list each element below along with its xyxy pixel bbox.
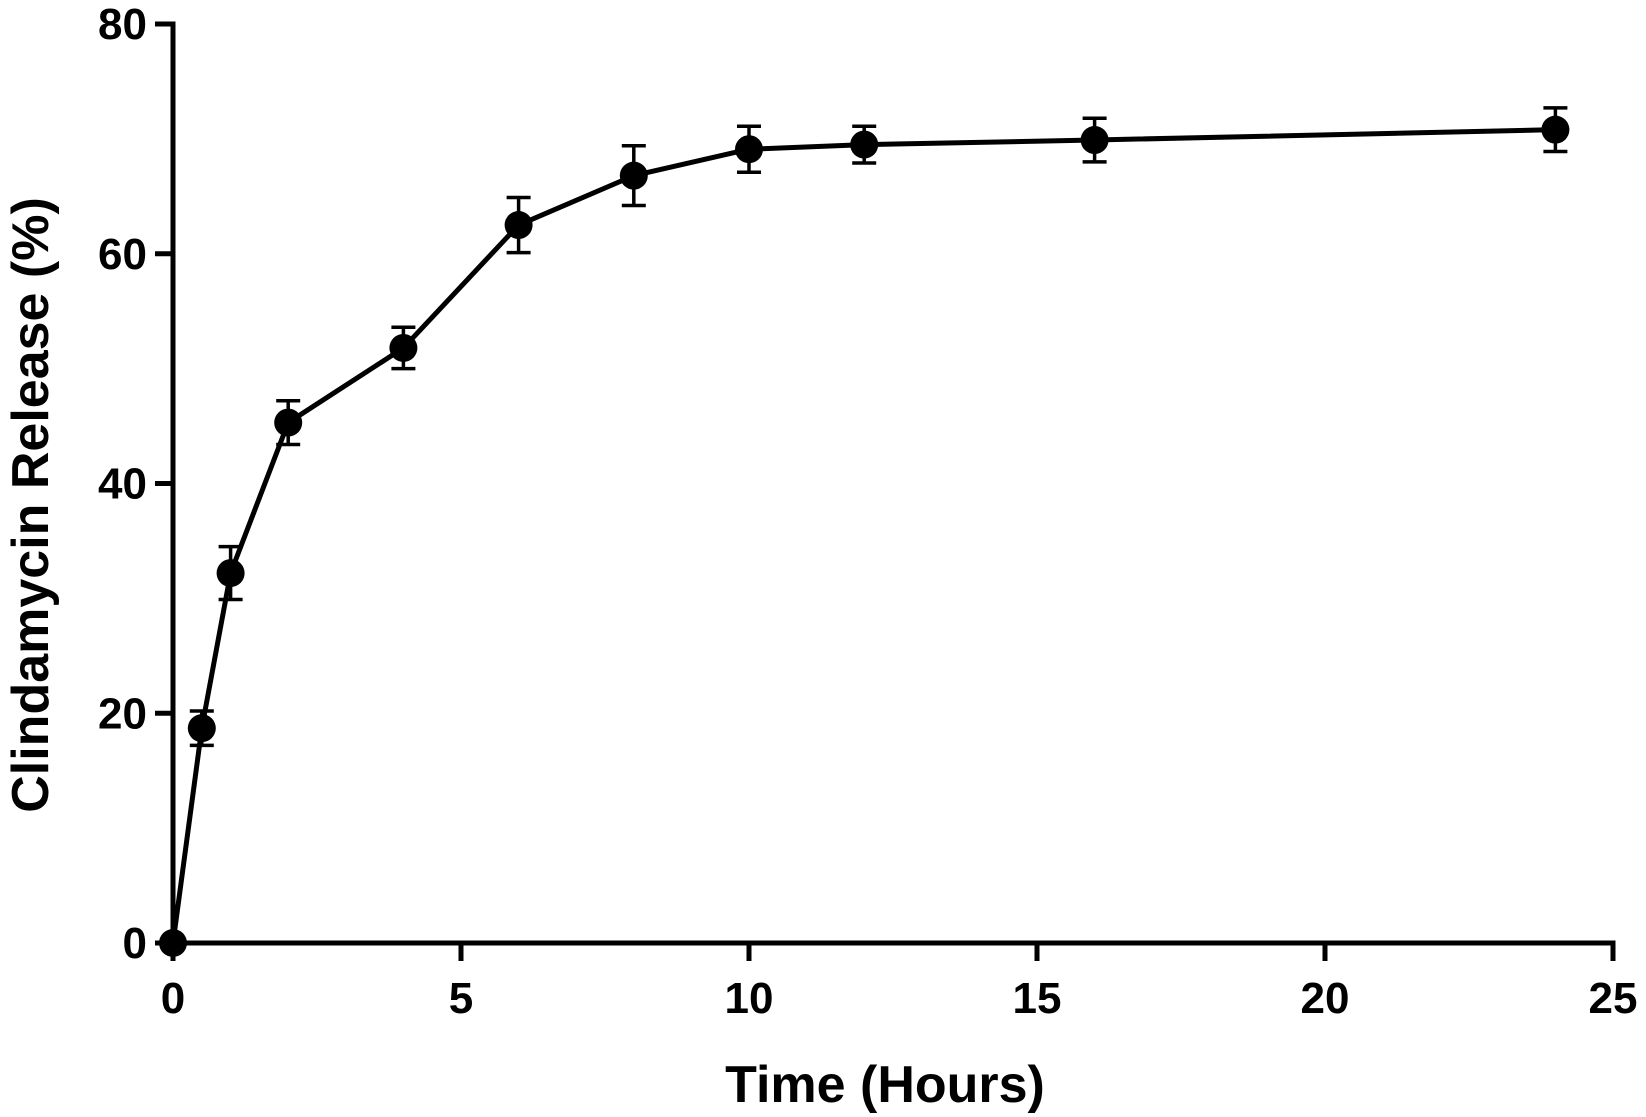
data-point bbox=[1080, 126, 1109, 155]
y-axis-title: Clindamycin Release (%) bbox=[2, 197, 60, 813]
series-line bbox=[170, 127, 1556, 944]
x-tick-label: 5 bbox=[449, 974, 473, 1023]
data-point bbox=[619, 161, 648, 190]
x-axis-title: Time (Hours) bbox=[725, 1056, 1045, 1114]
x-tick-label: 15 bbox=[1013, 974, 1062, 1023]
axes bbox=[170, 21, 1616, 946]
data-point bbox=[187, 714, 216, 743]
x-tick-label: 0 bbox=[161, 974, 185, 1023]
y-tick-label: 0 bbox=[123, 919, 147, 968]
data-point bbox=[504, 211, 533, 240]
data-point bbox=[274, 408, 303, 437]
data-point bbox=[735, 135, 763, 164]
y-tick-label: 60 bbox=[98, 230, 147, 279]
data-point bbox=[1541, 115, 1570, 144]
y-tick-label: 80 bbox=[98, 0, 147, 49]
x-tick-label: 25 bbox=[1589, 974, 1638, 1023]
data-point bbox=[389, 333, 418, 362]
y-tick-label: 40 bbox=[98, 460, 147, 509]
series-layer bbox=[159, 106, 1570, 957]
x-tick-label: 20 bbox=[1301, 974, 1350, 1023]
y-tick-label: 20 bbox=[98, 689, 147, 738]
ticks: 0 20 40 60 80 0 5 10 15 20 25 bbox=[98, 0, 1637, 1023]
data-point bbox=[159, 929, 187, 957]
data-point bbox=[216, 559, 245, 588]
data-point bbox=[850, 130, 879, 159]
x-tick-label: 10 bbox=[725, 974, 774, 1023]
